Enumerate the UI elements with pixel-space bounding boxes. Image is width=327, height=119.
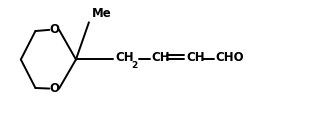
Text: CH: CH bbox=[115, 51, 134, 64]
Text: CHO: CHO bbox=[215, 51, 244, 64]
Text: 2: 2 bbox=[131, 61, 138, 70]
Text: O: O bbox=[49, 23, 59, 36]
Text: Me: Me bbox=[92, 7, 111, 20]
Text: CH: CH bbox=[187, 51, 205, 64]
Text: O: O bbox=[49, 82, 59, 95]
Text: CH: CH bbox=[151, 51, 170, 64]
